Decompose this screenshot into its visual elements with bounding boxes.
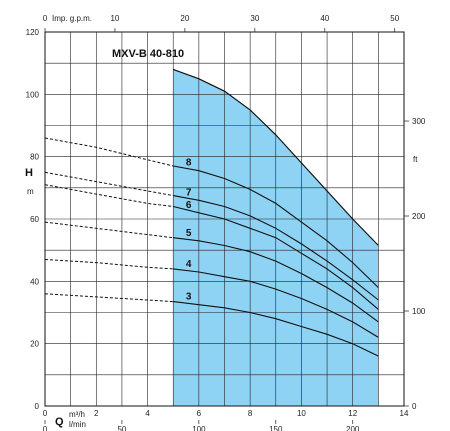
right-axis-unit: ft	[413, 155, 418, 164]
max-curve	[172, 68, 379, 246]
y-tick-label: 80	[30, 153, 39, 162]
right-tick-label: 300	[412, 117, 426, 126]
y-axis-symbol: H	[25, 167, 33, 179]
x-tick-label: 4	[145, 409, 150, 418]
x-tick-label: 6	[197, 409, 202, 418]
top-tick-label: 50	[390, 14, 399, 23]
curve-5-dashed	[44, 221, 174, 239]
plot-frame	[44, 31, 405, 407]
top-tick-label: 40	[320, 14, 329, 23]
x2-tick-label: 0	[43, 425, 48, 431]
y-tick-label: 60	[30, 215, 39, 224]
x2-tick-label: 200	[346, 425, 360, 431]
top-tick-label: 20	[180, 14, 189, 23]
grid	[44, 31, 405, 407]
curve-4-dashed	[44, 259, 174, 270]
x-tick-label: 8	[248, 409, 253, 418]
top-tick-label: 30	[250, 14, 259, 23]
right-tick-label: 200	[412, 212, 426, 221]
x-tick-label: 12	[348, 409, 357, 418]
curve-6-dashed	[44, 184, 174, 207]
top-tick-label: 0	[43, 14, 48, 23]
x-tick-label: 14	[400, 409, 409, 418]
x2-tick-label: 100	[192, 425, 206, 431]
right-tick-label: 100	[412, 307, 426, 316]
curve-7-dashed	[44, 171, 174, 197]
x-tick-label: 0	[43, 409, 48, 418]
y-tick-label: 20	[30, 340, 39, 349]
top-axis-label: Imp. g.p.m.	[52, 14, 92, 23]
curve-3-dashed	[44, 293, 174, 303]
y-tick-label: 0	[35, 402, 40, 411]
x-tick-label: 10	[297, 409, 306, 418]
curve-label-4: 4	[186, 259, 192, 270]
chart-title: MXV-B 40-810	[112, 48, 184, 60]
top-tick-label: 10	[110, 14, 119, 23]
y-tick-label: 100	[26, 90, 40, 99]
curve-8-dashed	[44, 137, 174, 167]
right-tick-label: 0	[412, 402, 417, 411]
curve-label-6: 6	[186, 200, 192, 211]
x-tick-label: 2	[94, 409, 99, 418]
x-axis-symbol: Q	[55, 416, 64, 428]
curve-5	[173, 237, 379, 323]
curve-label-8: 8	[186, 158, 192, 169]
curve-6	[173, 205, 379, 310]
curve-8	[173, 165, 379, 288]
curves: 8 7 6 5 4 3	[44, 68, 379, 357]
x-axis-unit-primary: m³/h	[69, 410, 85, 419]
curve-label-5: 5	[186, 228, 192, 239]
y-tick-label: 120	[26, 28, 40, 37]
x2-tick-label: 150	[269, 425, 283, 431]
curve-3	[173, 301, 379, 357]
x2-tick-label: 50	[117, 425, 126, 431]
y-tick-label: 40	[30, 277, 39, 286]
curve-label-7: 7	[186, 187, 192, 198]
curve-label-3: 3	[186, 292, 192, 303]
x-axis-unit-secondary: l/min	[69, 420, 86, 429]
y-axis-unit: m	[27, 187, 34, 196]
curve-4	[173, 268, 379, 338]
curve-7	[173, 195, 379, 301]
